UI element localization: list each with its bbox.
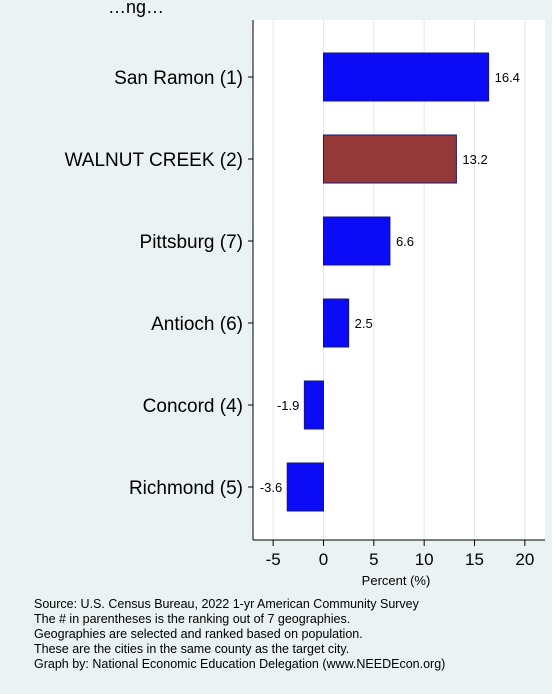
x-tick-label: 15 (465, 550, 484, 569)
category-label: Concord (4) (143, 396, 243, 417)
bar-value-label: 16.4 (495, 70, 520, 85)
bar (322, 298, 350, 348)
value-labels: 16.4 13.2 6.6 2.5 -1.9 -3.6 (260, 70, 520, 495)
x-tick-label: 5 (369, 550, 378, 569)
x-axis: -5 0 5 10 15 20 (248, 20, 545, 569)
x-axis-title: Percent (%) (362, 573, 431, 588)
x-tick-label: 10 (415, 550, 434, 569)
category-label: Richmond (5) (129, 478, 243, 499)
source-notes: Source: U.S. Census Bureau, 2022 1-yr Am… (34, 597, 544, 672)
category-label: Pittsburg (7) (140, 232, 243, 253)
note-line: Graph by: National Economic Education De… (34, 657, 446, 671)
category-label: San Ramon (1) (114, 68, 243, 89)
note-line: Source: U.S. Census Bureau, 2022 1-yr Am… (34, 597, 419, 611)
note-line: These are the cities in the same county … (34, 642, 350, 656)
bar-value-label: 6.6 (396, 234, 414, 249)
gridlines (272, 20, 526, 540)
x-tick-label: 20 (515, 550, 534, 569)
chart-title: …ng… (108, 0, 164, 17)
bar-value-label: 13.2 (462, 152, 487, 167)
note-line: Geographies are selected and ranked base… (34, 627, 363, 641)
bar-value-label: -3.6 (260, 480, 282, 495)
bar (286, 462, 324, 512)
bar (322, 134, 457, 184)
bars (286, 52, 490, 512)
category-label: Antioch (6) (151, 314, 243, 335)
bar-value-label: 2.5 (355, 316, 373, 331)
category-labels: San Ramon (1) WALNUT CREEK (2) Pittsburg (… (65, 68, 243, 499)
category-label: WALNUT CREEK (2) (65, 150, 243, 171)
note-line: The # in parentheses is the ranking out … (34, 612, 351, 626)
bar (303, 380, 324, 430)
bar (322, 216, 391, 266)
x-tick-label: 0 (319, 550, 328, 569)
bar (322, 52, 490, 102)
bar-value-label: -1.9 (277, 398, 299, 413)
plot-area (253, 20, 545, 540)
x-tick-label: -5 (266, 550, 281, 569)
